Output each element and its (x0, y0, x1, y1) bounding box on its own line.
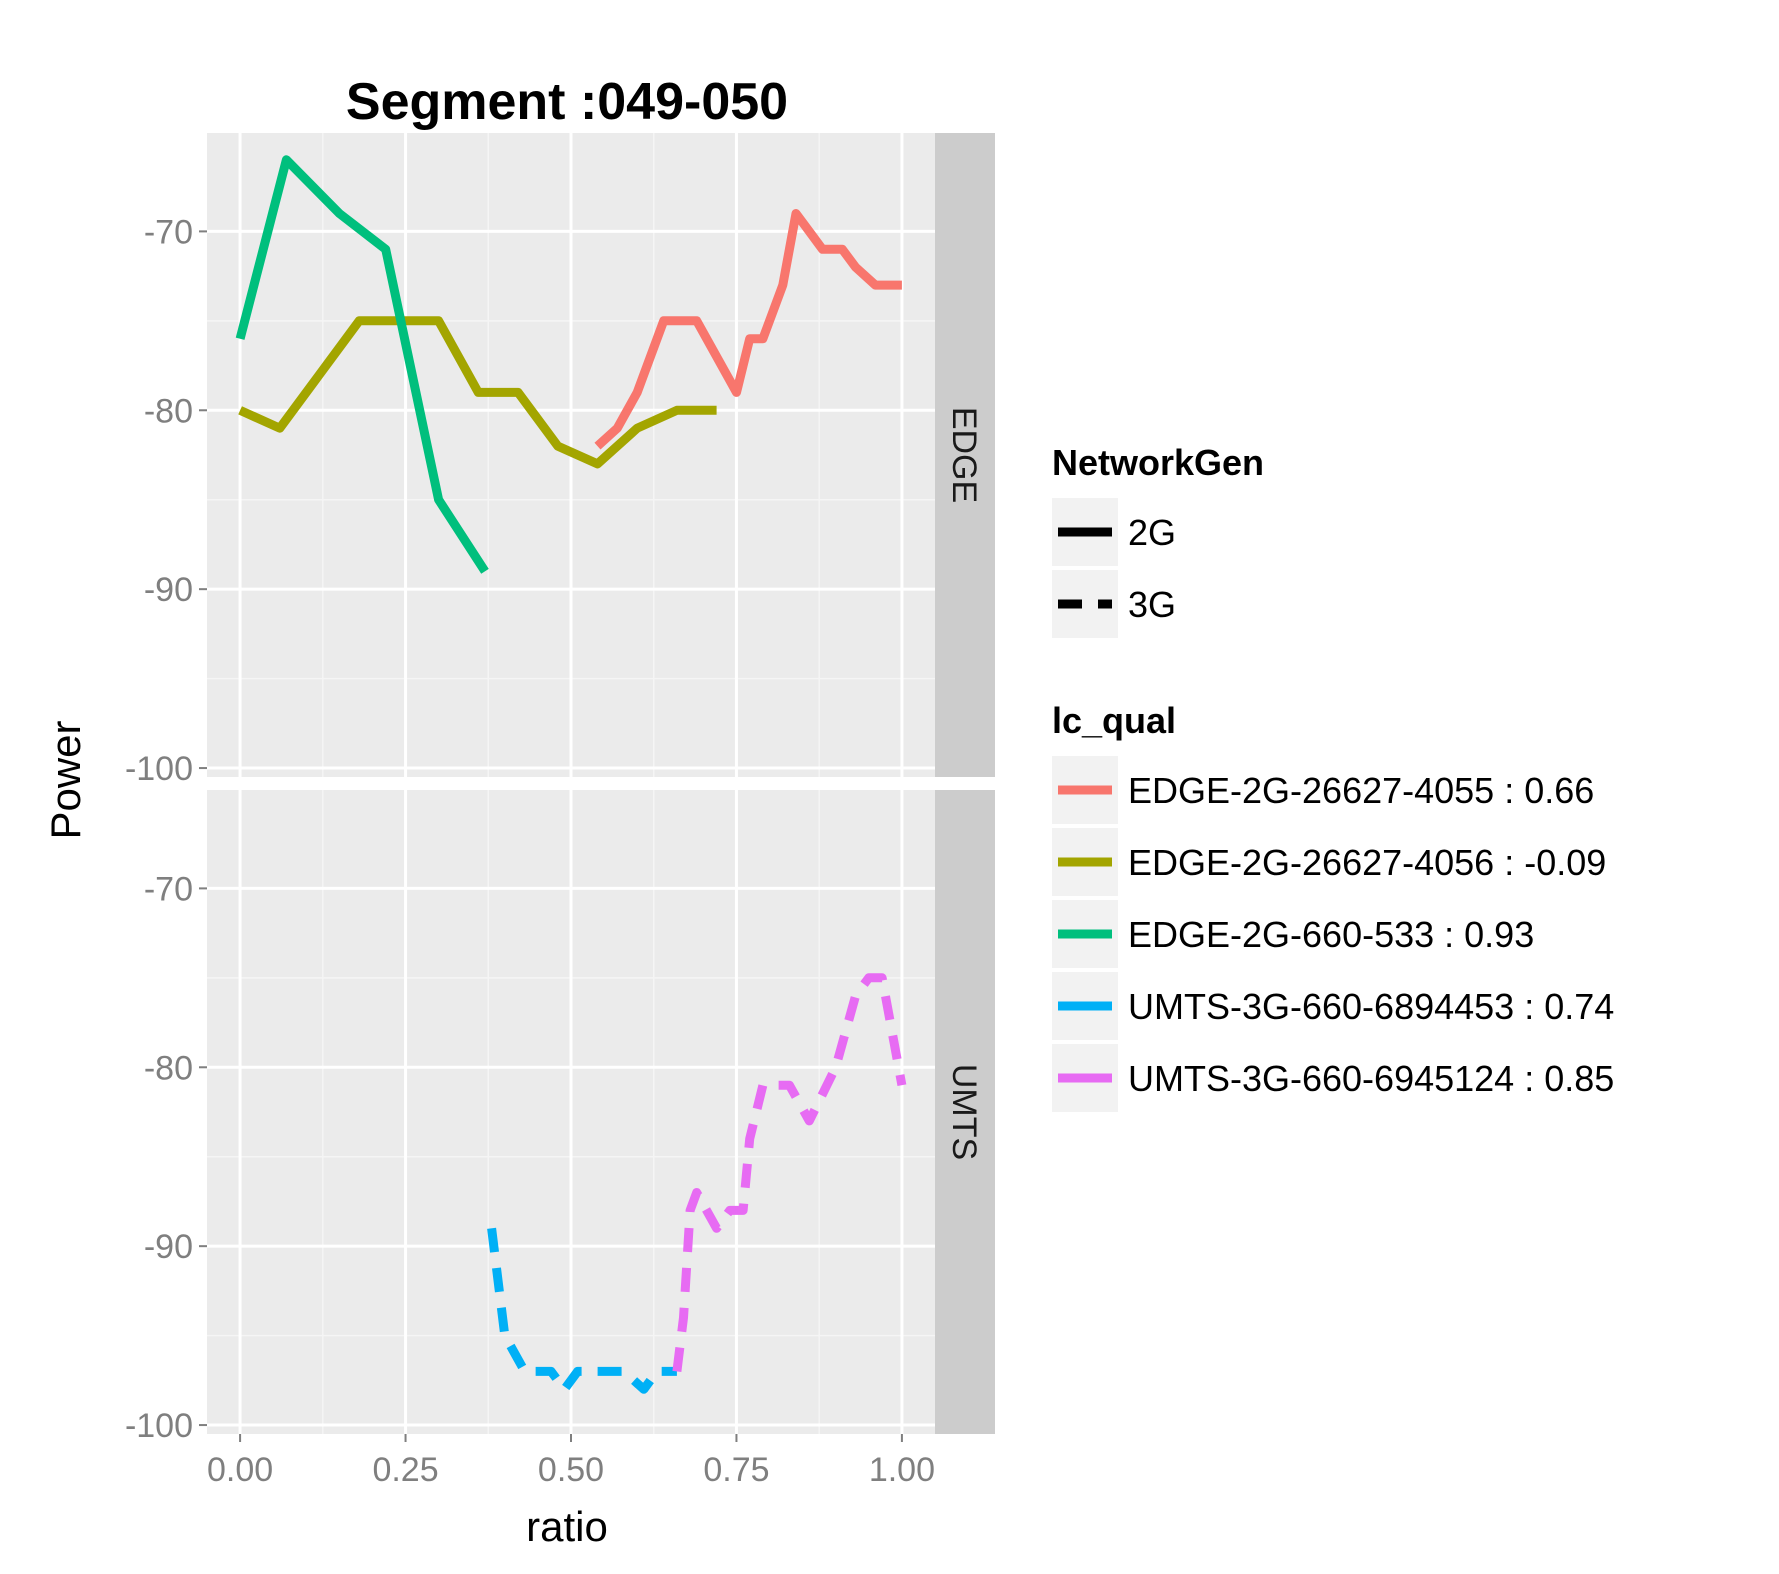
legend-entry-2g: 2G (1052, 498, 1176, 566)
series-line-2 (238, 316, 717, 469)
legend-label: 3G (1128, 584, 1176, 625)
x-tick-label: 1.00 (869, 1451, 935, 1489)
legend: NetworkGen 2G 3G lc_qual EDGE-2G-26627-4055 … (1052, 442, 1614, 1112)
facet-strip-label: EDGE (945, 407, 983, 503)
legend-label: EDGE-2G-26627-4055 : 0.66 (1128, 770, 1594, 811)
y-tick-label: -70 (144, 870, 193, 908)
legend-label: EDGE-2G-660-533 : 0.93 (1128, 914, 1534, 955)
y-tick-label: -80 (144, 1049, 193, 1087)
series-layer (235, 155, 907, 1394)
facet-strip-label: UMTS (945, 1064, 983, 1160)
legend-title-lc-qual: lc_qual (1052, 700, 1176, 741)
legend-entry-color-2: EDGE-2G-26627-4056 : -0.09 (1052, 828, 1606, 896)
legend-label: 2G (1128, 512, 1176, 553)
series-line-1 (594, 209, 902, 450)
legend-entry-color-5: UMTS-3G-660-6945124 : 0.85 (1052, 1044, 1614, 1112)
panel-edge: -100 -90 -80 -70 EDGE (125, 133, 995, 788)
x-axis-label: ratio (526, 1503, 608, 1550)
x-axis: 0.00 0.25 0.50 0.75 1.00 (207, 1434, 935, 1489)
panel-umts: -100 -90 -80 -70 UMTS (125, 790, 995, 1445)
facet-strip (935, 790, 995, 1434)
x-tick-label: 0.50 (538, 1451, 604, 1489)
x-tick-label: 0.25 (372, 1451, 438, 1489)
y-tick-label: -70 (144, 213, 193, 251)
series-line-4 (487, 1227, 677, 1394)
facet-strip (935, 133, 995, 777)
x-tick-label: 0.00 (207, 1451, 273, 1489)
legend-label: UMTS-3G-660-6894453 : 0.74 (1128, 986, 1614, 1027)
y-tick-label: -90 (144, 571, 193, 609)
legend-label: UMTS-3G-660-6945124 : 0.85 (1128, 1058, 1614, 1099)
y-tick-label: -80 (144, 392, 193, 430)
legend-label: EDGE-2G-26627-4056 : -0.09 (1128, 842, 1606, 883)
chart-title: Segment :049-050 (346, 73, 788, 131)
legend-entry-color-3: EDGE-2G-660-533 : 0.93 (1052, 900, 1534, 968)
y-tick-label: -90 (144, 1228, 193, 1266)
legend-entry-color-4: UMTS-3G-660-6894453 : 0.74 (1052, 972, 1614, 1040)
series-line-5 (672, 973, 907, 1372)
y-axis-label: Power (42, 720, 89, 839)
facet-panels: -100 -90 -80 -70 EDGE -100 -90 -80 -70 UMTS (125, 133, 995, 1445)
legend-entry-3g: 3G (1052, 570, 1176, 638)
y-tick-label: -100 (125, 750, 193, 788)
legend-entry-color-1: EDGE-2G-26627-4055 : 0.66 (1052, 756, 1594, 824)
legend-title-networkgen: NetworkGen (1052, 442, 1264, 483)
y-tick-label: -100 (125, 1407, 193, 1445)
x-tick-label: 0.75 (703, 1451, 769, 1489)
series-line-3 (235, 155, 489, 574)
